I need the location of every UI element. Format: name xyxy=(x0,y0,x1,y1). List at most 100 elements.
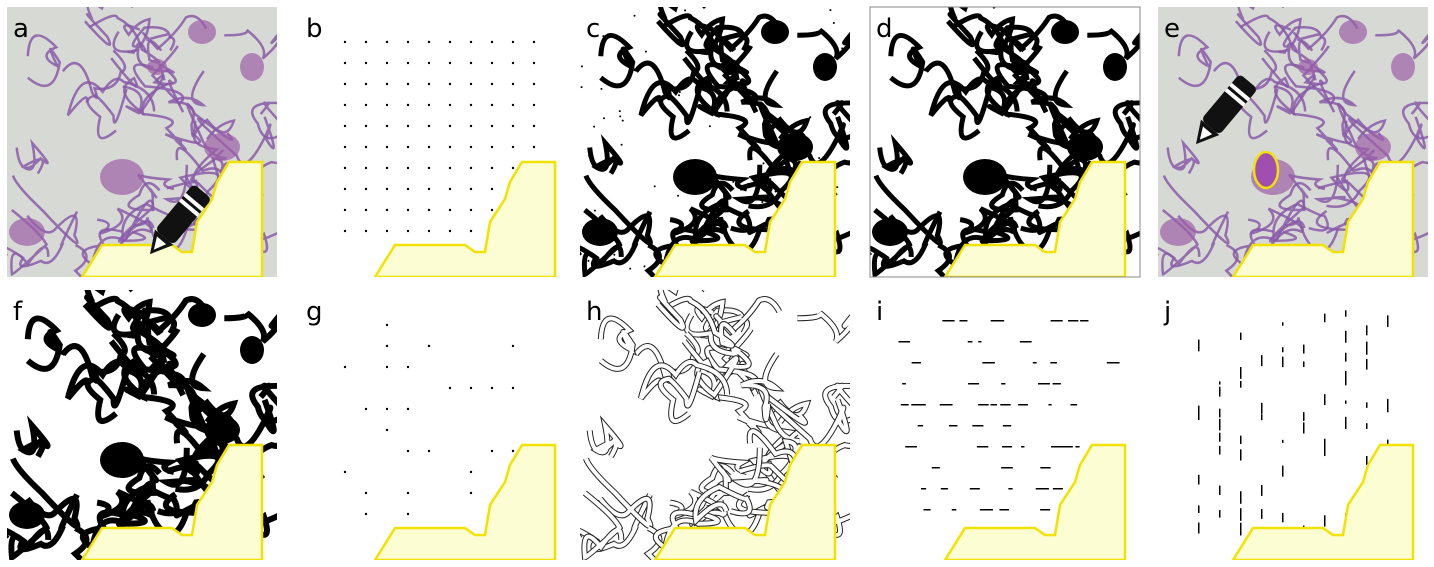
sample-point xyxy=(344,104,346,106)
sample-point xyxy=(512,345,514,347)
intercept xyxy=(1060,446,1073,448)
tissue-cluster xyxy=(1355,133,1391,161)
sample-point xyxy=(491,62,493,64)
sample-point xyxy=(344,188,346,190)
intercept xyxy=(1198,505,1200,513)
noise xyxy=(634,15,636,17)
sample-point xyxy=(512,41,514,43)
intercept xyxy=(1108,362,1120,364)
sample-point xyxy=(365,62,367,64)
intercept xyxy=(1219,409,1221,418)
noise xyxy=(818,157,820,159)
septum-blob xyxy=(9,501,45,529)
intercept xyxy=(1240,436,1242,444)
septum-blob xyxy=(240,336,264,364)
septum-blob xyxy=(188,303,216,327)
noise xyxy=(761,201,763,203)
noise xyxy=(581,65,583,67)
intercept xyxy=(1261,414,1263,420)
septum-blob xyxy=(673,159,717,195)
sample-point xyxy=(428,450,430,452)
noise xyxy=(594,210,596,212)
septum-blob xyxy=(582,218,618,246)
sample-point xyxy=(344,230,346,232)
sample-point xyxy=(386,230,388,232)
sample-point xyxy=(491,188,493,190)
sample-point xyxy=(470,387,472,389)
septum-blob xyxy=(204,416,240,444)
tissue-cluster xyxy=(9,218,45,246)
tissue-cluster xyxy=(1391,53,1415,81)
intercept xyxy=(1048,404,1051,406)
intercept xyxy=(1198,413,1200,420)
septum-blob xyxy=(963,159,1007,195)
intercept xyxy=(1303,361,1305,367)
intercept xyxy=(1282,466,1284,471)
sample-point xyxy=(386,188,388,190)
intercept xyxy=(999,509,1009,511)
intercept xyxy=(1033,362,1037,364)
intercept xyxy=(1240,508,1242,521)
intercept xyxy=(968,341,973,343)
septum xyxy=(28,318,60,368)
intercept xyxy=(1219,433,1221,442)
sample-point xyxy=(470,167,472,169)
noise xyxy=(602,35,604,37)
intercept xyxy=(1261,485,1263,496)
intercept xyxy=(978,404,989,406)
sample-point xyxy=(386,83,388,85)
sample-point xyxy=(491,104,493,106)
excluded-region xyxy=(945,445,1125,560)
noise xyxy=(775,190,777,192)
sample-point xyxy=(386,146,388,148)
intercept xyxy=(1018,404,1028,406)
noise xyxy=(763,162,765,164)
noise xyxy=(836,186,838,188)
sample-point xyxy=(365,41,367,43)
septum-blob xyxy=(761,20,789,44)
intercept xyxy=(1345,331,1347,343)
sample-point xyxy=(512,450,514,452)
intercept xyxy=(1198,523,1200,534)
intercept xyxy=(982,362,995,364)
panel: f xyxy=(3,278,335,567)
excluded-region xyxy=(375,445,555,560)
septum xyxy=(224,286,310,341)
sample-point xyxy=(470,188,472,190)
intercept xyxy=(1366,423,1368,429)
septum xyxy=(926,50,988,97)
contour-inner xyxy=(661,372,700,421)
intercept xyxy=(1001,383,1005,385)
intercept xyxy=(1008,488,1012,490)
tissue-cluster xyxy=(188,20,216,44)
sample-point xyxy=(407,230,409,232)
noise xyxy=(829,9,831,11)
tissue-cluster xyxy=(147,59,167,75)
intercept xyxy=(1303,345,1305,354)
sample-point xyxy=(470,104,472,106)
sample-point xyxy=(470,62,472,64)
sample-point xyxy=(512,167,514,169)
noise xyxy=(833,22,835,24)
sample-point xyxy=(449,104,451,106)
sample-point xyxy=(365,230,367,232)
septum-blob xyxy=(147,342,167,358)
sample-point xyxy=(491,209,493,211)
septum xyxy=(951,89,990,138)
sample-point xyxy=(491,41,493,43)
septum-blob xyxy=(777,133,813,161)
intercept xyxy=(905,446,917,448)
intercept xyxy=(1324,314,1326,323)
panel-label: c xyxy=(586,14,600,44)
tissue-cluster xyxy=(240,53,264,81)
septum xyxy=(636,50,698,97)
panel-image xyxy=(866,0,1198,304)
sample-point xyxy=(407,125,409,127)
sample-point xyxy=(470,230,472,232)
panel-label: d xyxy=(876,14,893,44)
intercept xyxy=(1261,509,1263,519)
sample-point xyxy=(428,167,430,169)
contour-inner xyxy=(797,286,883,341)
noise xyxy=(841,47,843,49)
panel-label: b xyxy=(306,14,323,44)
